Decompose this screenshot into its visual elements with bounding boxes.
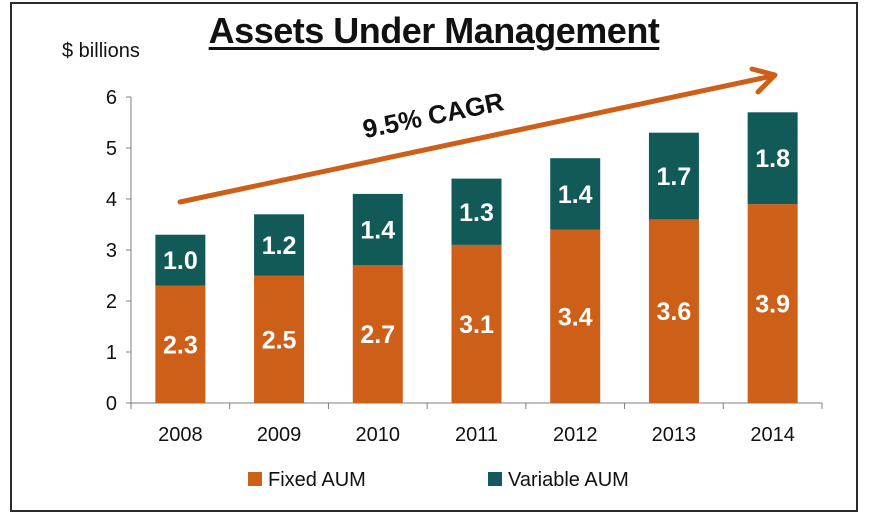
chart-title-text: Assets Under Management <box>208 10 660 51</box>
y-axis-tick-label: 4 <box>106 189 117 211</box>
x-axis-tick-label: 2012 <box>553 424 598 446</box>
variable-aum-bar <box>648 132 699 220</box>
fixed-aum-bar <box>155 285 206 403</box>
variable-aum-data-label: 1.4 <box>360 217 395 245</box>
legend-swatch-fixed-aum <box>248 472 262 486</box>
legend-label-variable-aum: Variable AUM <box>508 469 629 491</box>
variable-aum-bar <box>747 112 798 205</box>
fixed-aum-bar <box>352 265 403 403</box>
fixed-aum-bar <box>648 219 699 403</box>
cagr-arrow-shaft <box>177 73 775 205</box>
x-axis-tick-label: 2008 <box>158 424 203 446</box>
y-axis-units-label: $ billions <box>62 40 140 62</box>
y-axis-tick-label: 5 <box>106 138 117 160</box>
y-axis-tick-label: 2 <box>106 291 117 313</box>
variable-aum-data-label: 1.4 <box>558 181 593 209</box>
fixed-aum-bar <box>550 229 601 403</box>
fixed-aum-data-label: 3.9 <box>755 291 790 319</box>
fixed-aum-data-label: 3.6 <box>657 298 692 326</box>
fixed-aum-bar <box>451 244 502 403</box>
variable-aum-data-label: 1.3 <box>459 199 494 227</box>
y-axis-tick-label: 1 <box>106 342 117 364</box>
fixed-aum-data-label: 3.4 <box>558 303 593 331</box>
fixed-aum-data-label: 2.5 <box>262 326 297 354</box>
y-axis-tick-label: 3 <box>106 240 117 262</box>
x-axis-tick-label: 2014 <box>750 424 795 446</box>
fixed-aum-data-label: 3.1 <box>459 311 494 339</box>
variable-aum-data-label: 1.7 <box>657 163 692 191</box>
y-axis-tick-label: 0 <box>106 393 117 415</box>
fixed-aum-bar <box>254 275 305 403</box>
fixed-aum-data-label: 2.7 <box>360 321 395 349</box>
legend-swatch-variable-aum <box>488 472 502 486</box>
fixed-aum-bar <box>747 204 798 403</box>
variable-aum-data-label: 1.0 <box>163 247 198 275</box>
variable-aum-bar <box>155 234 206 286</box>
chart-title: Assets Under Management <box>12 10 856 52</box>
chart-frame: Assets Under Management $ billions 0 1 2 3 4… <box>10 2 858 512</box>
variable-aum-bar <box>451 178 502 245</box>
fixed-aum-data-label: 2.3 <box>163 331 198 359</box>
stacked-bar-chart: 0 1 2 3 4 5 6 2.3 1.0 2008 2.5 1.2 2009 2.7 1.4 2010 3.1… <box>106 66 823 491</box>
variable-aum-bar <box>254 214 305 276</box>
variable-aum-bar <box>550 158 601 230</box>
x-axis-tick-label: 2010 <box>356 424 401 446</box>
variable-aum-data-label: 1.8 <box>755 145 790 173</box>
x-axis-tick-label: 2011 <box>455 424 498 446</box>
y-axis-tick-label: 6 <box>106 87 117 109</box>
x-axis-tick-label: 2009 <box>257 424 302 446</box>
variable-aum-bar <box>352 193 403 266</box>
legend-label-fixed-aum: Fixed AUM <box>268 469 366 491</box>
cagr-arrow-head-icon <box>749 66 778 95</box>
x-axis-tick-label: 2013 <box>652 424 697 446</box>
variable-aum-data-label: 1.2 <box>262 232 297 260</box>
